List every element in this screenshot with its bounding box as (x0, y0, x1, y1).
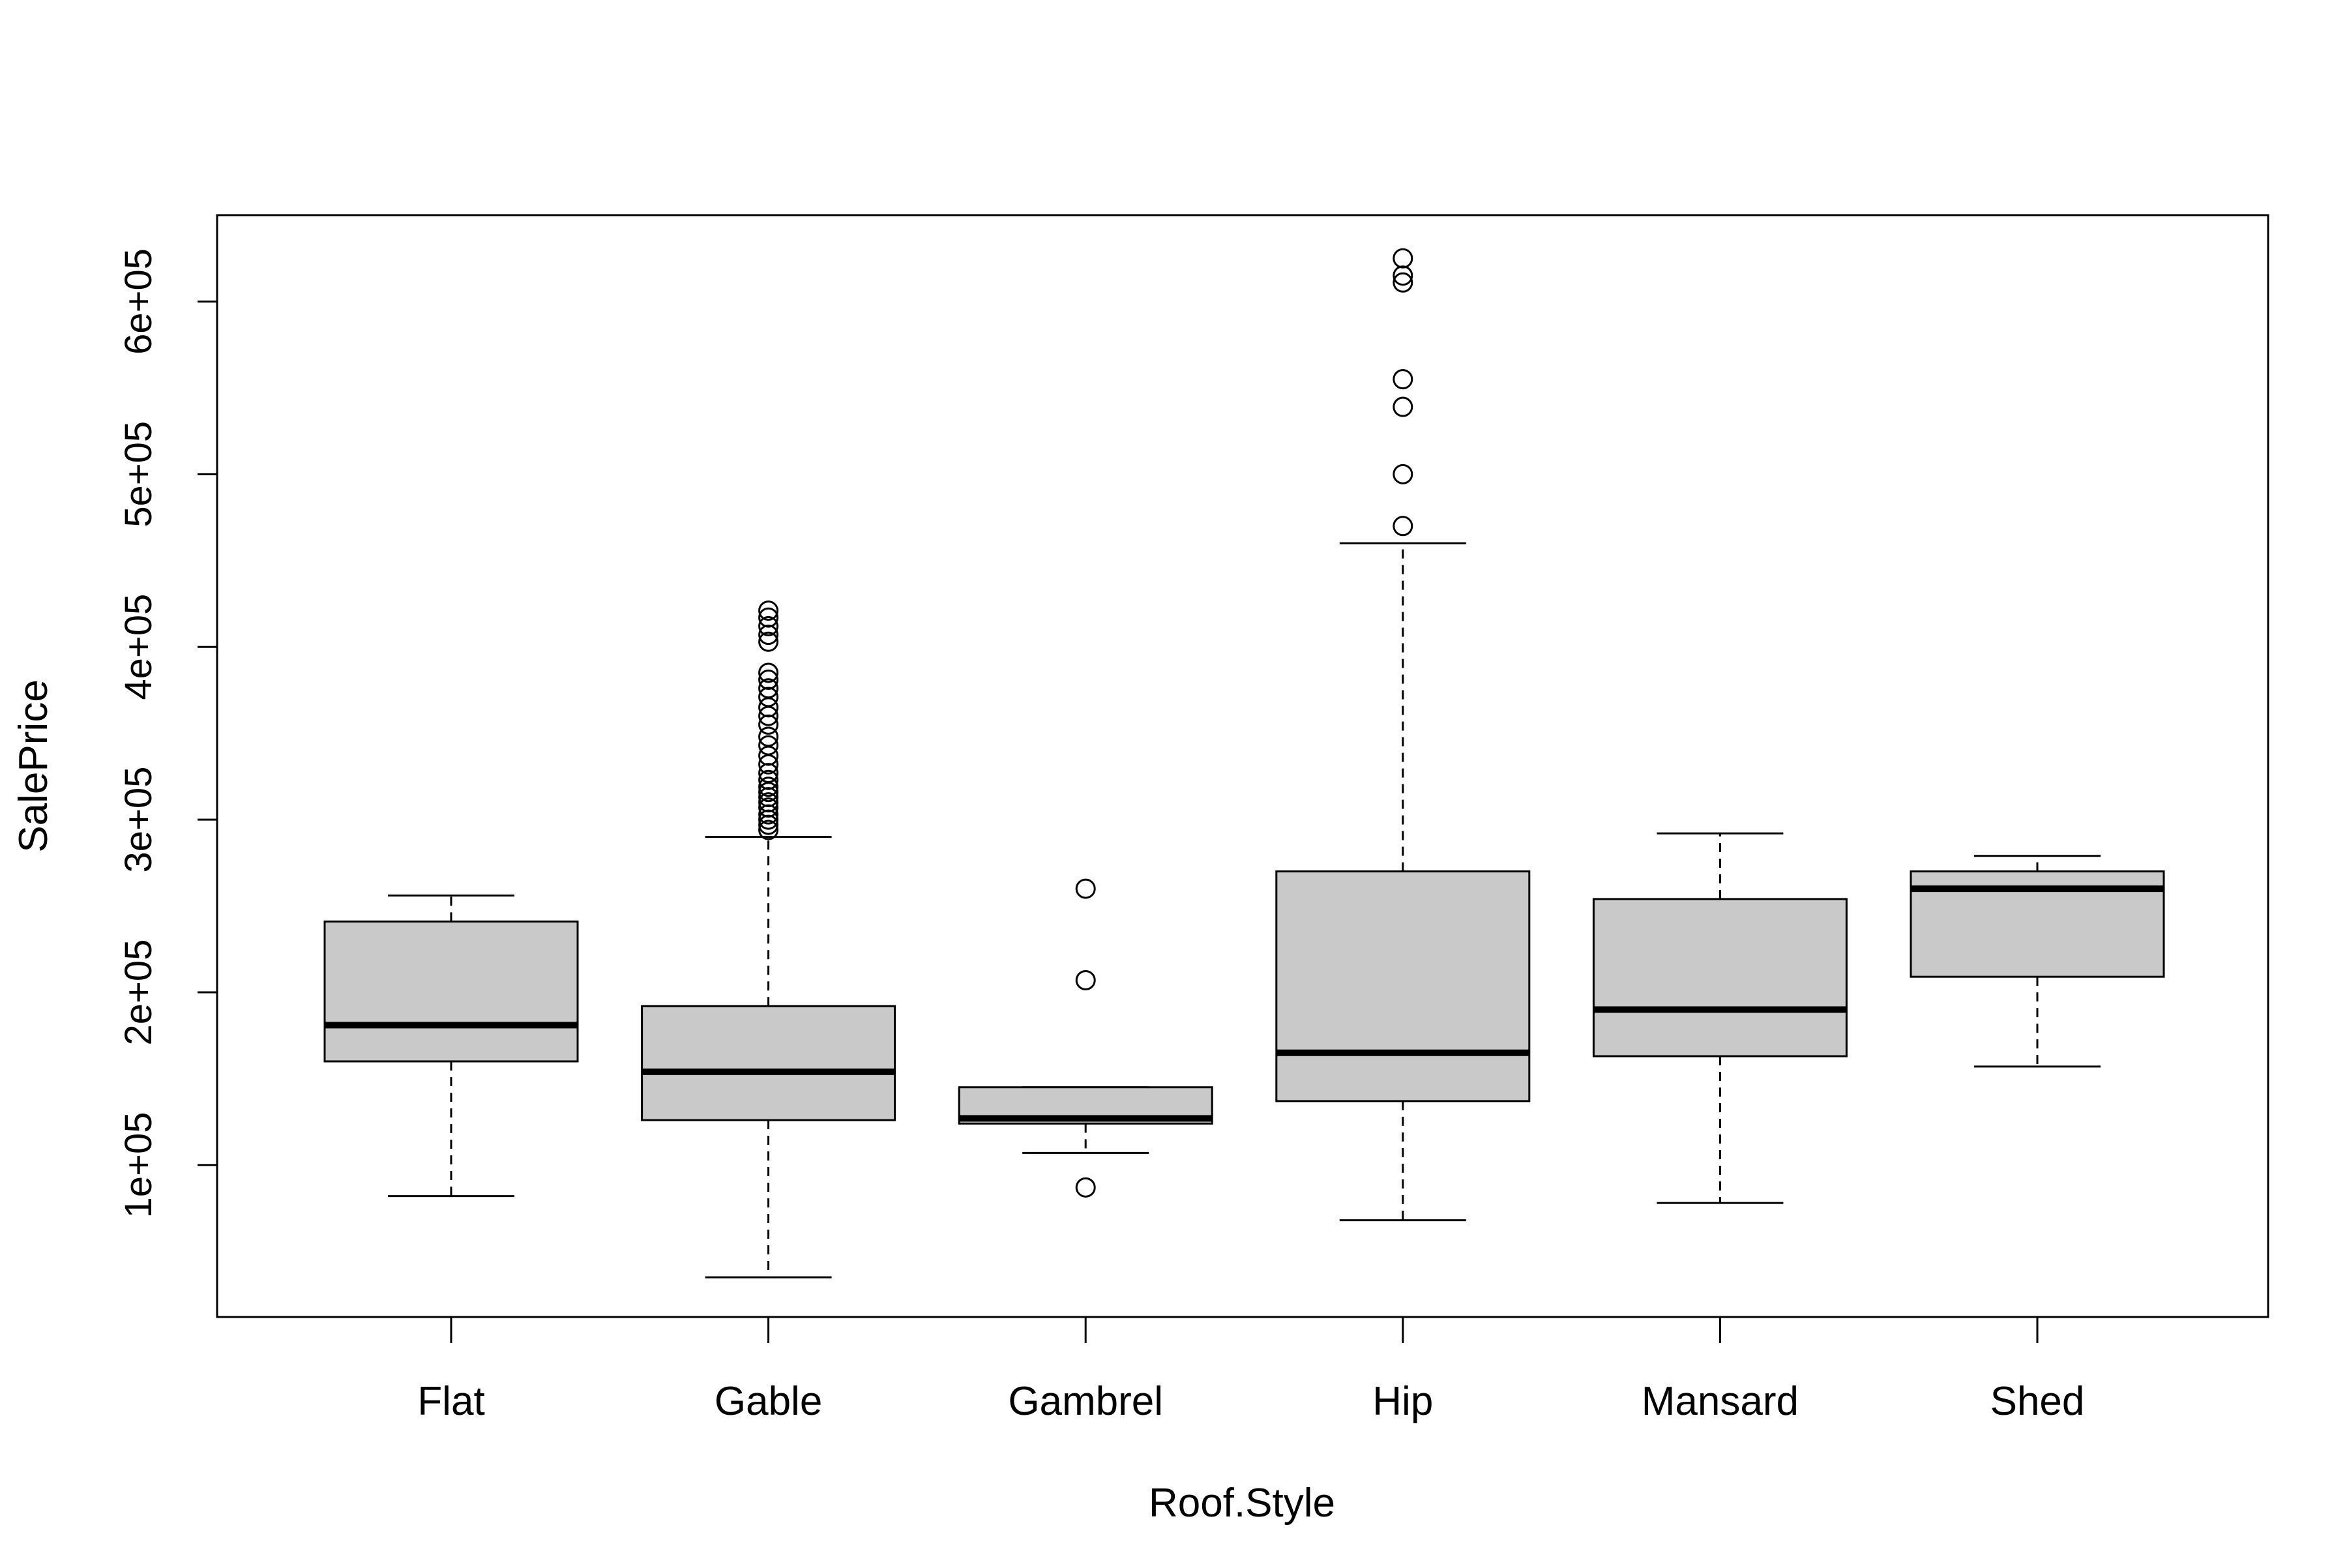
outlier-point (758, 792, 779, 813)
box-iqr (1275, 870, 1531, 1102)
box-group-gambrel (958, 878, 1213, 1198)
box-group-hip (1275, 248, 1531, 1222)
box-iqr (1592, 898, 1848, 1058)
outlier-point (758, 769, 779, 790)
outlier-point (758, 615, 779, 636)
outlier-point (1393, 396, 1413, 417)
outlier-point (758, 763, 779, 784)
x-tick-label: Gambrel (1008, 1379, 1163, 1424)
outlier-point (758, 820, 779, 840)
box-iqr (323, 920, 579, 1063)
x-tick-label: Flat (417, 1379, 484, 1424)
outlier-point (758, 631, 779, 652)
box-group-gable (641, 600, 896, 1279)
x-axis: Flat Gable Gambrel Hip Mansard Shed (417, 1316, 2085, 1424)
outlier-point (1075, 1177, 1096, 1198)
x-tick-label: Hip (1372, 1379, 1433, 1424)
outlier-point (758, 809, 779, 830)
outlier-point (1075, 878, 1096, 899)
boxes-layer (323, 248, 2165, 1279)
y-axis-title: SalePrice (11, 679, 56, 852)
x-tick-label: Gable (715, 1379, 822, 1424)
outlier-point (1393, 516, 1413, 537)
outlier-point (758, 625, 779, 645)
outlier-point (758, 670, 779, 690)
outlier-point (1393, 248, 1413, 269)
y-tick-label: 6e+05 (117, 248, 160, 355)
outlier-point (1393, 464, 1413, 484)
y-tick-label: 2e+05 (117, 939, 160, 1046)
y-tick-label: 1e+05 (117, 1112, 160, 1218)
box-group-flat (323, 895, 579, 1198)
outlier-point (758, 714, 779, 735)
x-tick-label: Shed (1990, 1379, 2085, 1424)
y-axis: 1e+05 2e+05 3e+05 4e+05 5e+05 6e+05 (117, 248, 218, 1218)
x-tick-label: Mansard (1642, 1379, 1799, 1424)
outlier-point (758, 607, 779, 628)
outlier-point (1393, 272, 1413, 293)
outlier-point (758, 726, 779, 747)
box-iqr (641, 1005, 896, 1121)
outlier-point (1075, 969, 1096, 990)
outlier-point (758, 804, 779, 825)
outlier-point (1393, 369, 1413, 390)
box-group-shed (1910, 855, 2165, 1068)
outlier-point (758, 797, 779, 818)
outlier-point (758, 777, 779, 797)
outlier-point (758, 735, 779, 756)
outlier-point (1393, 265, 1413, 286)
y-tick-label: 3e+05 (117, 767, 160, 873)
y-tick-label: 5e+05 (117, 421, 160, 527)
outlier-point (758, 662, 779, 683)
outlier-point (758, 678, 779, 699)
outlier-point (758, 814, 779, 835)
x-axis-title: Roof.Style (1149, 1481, 1335, 1526)
outlier-point (758, 687, 779, 707)
plot-frame (216, 214, 2269, 1318)
outlier-point (758, 787, 779, 808)
outlier-point (758, 600, 779, 621)
y-tick-label: 4e+05 (117, 594, 160, 700)
box-group-mansard (1592, 832, 1848, 1204)
